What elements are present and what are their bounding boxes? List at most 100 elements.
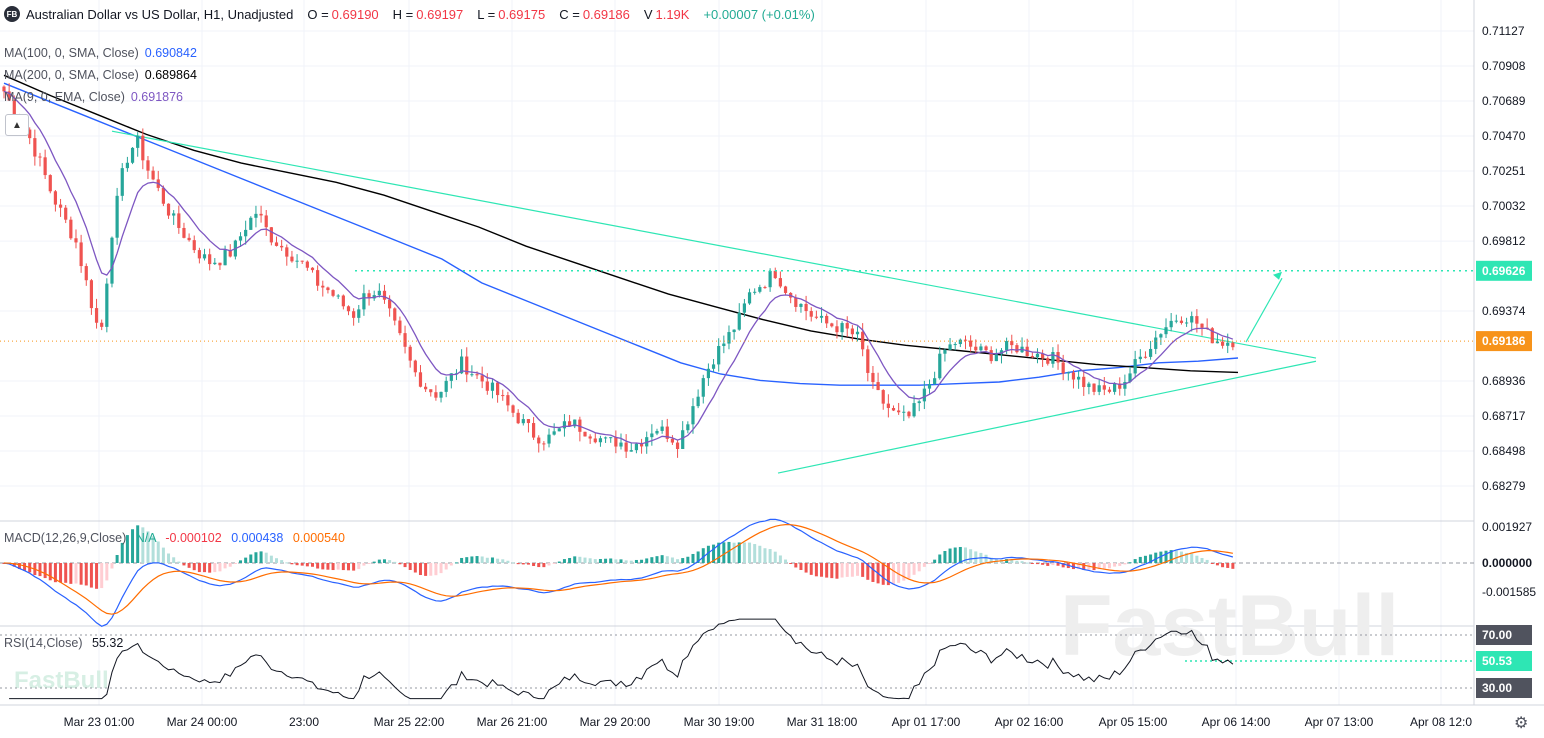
macd-bar: [676, 559, 680, 563]
macd-bar: [1169, 550, 1173, 563]
macd-bar: [48, 563, 52, 581]
macd-bar: [1185, 552, 1189, 563]
candle-body: [717, 346, 721, 365]
rsi-30-tag: 30.00: [1482, 681, 1512, 695]
macd-bar: [444, 563, 448, 570]
macd-bar: [732, 542, 736, 563]
candle-body: [1226, 342, 1230, 346]
macd-bar: [717, 542, 721, 563]
candle-body: [1215, 341, 1220, 344]
level-tag: 0.69626: [1482, 264, 1526, 278]
ma100-path: [3, 82, 1239, 386]
macd-bar: [650, 557, 654, 563]
macd-bar: [871, 563, 875, 582]
open-label: O =: [307, 6, 329, 22]
macd-label: MACD(12,26,9,Close): [4, 531, 127, 545]
candle-body: [825, 315, 829, 324]
candle-body: [927, 383, 932, 389]
candle-body: [799, 303, 803, 307]
macd-bar: [1035, 563, 1039, 565]
ema9-legend[interactable]: MA(9, 0, EMA, Close) 0.691876: [4, 90, 183, 104]
candle-body: [603, 437, 608, 439]
candle-body: [1113, 383, 1117, 392]
trendlines[interactable]: [111, 130, 1317, 474]
macd-bar: [454, 562, 458, 564]
macd-bar: [372, 561, 376, 563]
macd-bar: [64, 563, 68, 583]
macd-bar: [218, 563, 222, 572]
candle-body: [917, 401, 921, 404]
candle-body: [727, 332, 731, 344]
macd-bar: [12, 563, 16, 567]
macd-legend[interactable]: MACD(12,26,9,Close) N/A -0.000102 0.0004…: [4, 531, 345, 545]
candle-body: [38, 156, 42, 158]
candle-body: [835, 326, 839, 333]
macd-bar: [105, 563, 109, 581]
close-value: 0.69186: [582, 6, 630, 22]
ma200-legend[interactable]: MA(200, 0, SMA, Close) 0.689864: [4, 68, 197, 82]
triangle-up-icon[interactable]: ▲: [5, 114, 29, 136]
candle-body: [891, 407, 896, 411]
macd-bar: [804, 563, 808, 573]
candle-body: [213, 262, 217, 265]
rsi-level-tag: 50.53: [1482, 654, 1512, 668]
candle-body: [994, 354, 998, 362]
time-label: Mar 24 00:00: [167, 715, 238, 729]
candle-body: [763, 287, 767, 289]
macd-bar: [655, 556, 659, 563]
candle-body: [753, 291, 757, 293]
macd-tick: -0.001585: [1482, 585, 1536, 599]
rsi-legend[interactable]: RSI(14,Close) 55.32: [4, 636, 123, 650]
candle-body: [84, 266, 88, 281]
candle-body: [850, 328, 854, 335]
macd-bar: [768, 549, 772, 563]
candle-body: [593, 438, 597, 443]
macd-bar: [825, 563, 829, 578]
candle-body: [1107, 389, 1112, 392]
candle-body: [12, 100, 16, 118]
macd-bar: [958, 546, 962, 563]
candle-body: [804, 303, 808, 312]
macd-bar: [1190, 553, 1194, 563]
time-label: 23:00: [289, 715, 319, 729]
macd-bar: [604, 558, 608, 563]
macd-bar: [928, 563, 931, 564]
gear-icon[interactable]: ⚙: [1514, 715, 1529, 732]
candle-body: [346, 306, 351, 312]
candle-body: [506, 395, 510, 406]
candle-body: [290, 256, 294, 262]
candle-body: [737, 312, 741, 330]
candle-body: [1138, 356, 1142, 360]
candle-body: [1061, 362, 1065, 374]
candle-body: [110, 237, 114, 284]
macd-value: -0.000102: [165, 531, 222, 545]
macd-bar: [917, 563, 921, 572]
macd-bar: [552, 563, 556, 564]
macd-bar: [475, 556, 479, 563]
candle-body: [963, 339, 968, 341]
candle-body: [336, 295, 340, 297]
symbol-title[interactable]: Australian Dollar vs US Dollar, H1, Unad…: [26, 6, 294, 22]
candle-body: [634, 443, 639, 451]
macd-bar: [346, 563, 350, 571]
macd-bar: [521, 563, 525, 565]
candle-body: [439, 391, 443, 398]
candle-body: [151, 170, 155, 180]
macd-bar: [280, 560, 284, 563]
ma100-legend[interactable]: MA(100, 0, SMA, Close) 0.690842: [4, 46, 197, 60]
rsi-line: [9, 618, 1234, 700]
candle-body: [125, 162, 129, 169]
macd-bar: [290, 563, 294, 565]
candle-body: [866, 349, 870, 373]
candle-body: [933, 378, 937, 384]
macd-bar: [789, 563, 793, 564]
macd-bar: [814, 563, 818, 577]
macd-bar: [413, 563, 417, 573]
candle-body: [341, 295, 345, 307]
macd-bar: [1082, 563, 1086, 570]
macd-bar: [110, 563, 114, 569]
macd-bar: [640, 559, 644, 563]
candle-body: [670, 438, 675, 443]
macd-bar: [141, 527, 145, 563]
